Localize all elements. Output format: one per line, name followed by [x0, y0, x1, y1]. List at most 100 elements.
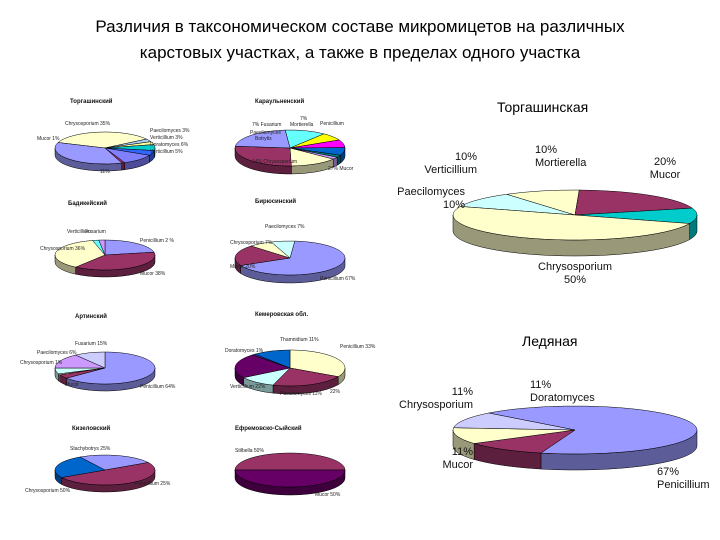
slice-label: Mucor 1% [37, 136, 60, 142]
slide-title-line2: карстовых участках, а также в пределах о… [139, 43, 581, 62]
pie-slice [74, 351, 106, 369]
slice-label: Penicillium 25% [135, 481, 171, 487]
pie-slice [574, 207, 698, 224]
slice-label: Paecilomyces 7% [265, 224, 305, 230]
slice-label: Paecilomyces [250, 130, 281, 136]
slice-label: Botrytis [255, 136, 272, 142]
pie-slice [239, 240, 346, 276]
slice-label: 10% [443, 199, 465, 211]
slice-label: 11% [530, 379, 551, 391]
pie-slice [54, 456, 106, 478]
pie-slice [234, 245, 291, 266]
pie-slice-side [121, 162, 125, 171]
pie-chart-6: Кизеловский Penicillium 25% Chrysosporium … [25, 425, 171, 494]
slice-label: Mucor [65, 382, 79, 388]
slice-label: Mortierella [535, 157, 587, 169]
pie-chart-7: Ефремовско-Сыйский Stilbella 50% Mucor 50% [234, 425, 346, 498]
pie-slice [506, 189, 580, 216]
slice-label: Mucor [650, 169, 681, 181]
slice-label: Penicillium 64% [140, 384, 176, 390]
pie-slice [234, 354, 291, 378]
pie-slice [272, 367, 339, 387]
pie-slice [453, 412, 576, 431]
pie-slice [57, 131, 148, 149]
slice-label: 7% [300, 116, 308, 122]
pie-title: Кизеловский [72, 425, 111, 432]
pie-slice [234, 129, 291, 149]
slice-label: 22% [330, 389, 341, 395]
pie-slice [54, 142, 123, 165]
pie-chart-1: Караульненский Penicillium 7%Mortierella 7%… [234, 98, 354, 175]
slice-label: Mucor 50% [315, 492, 341, 498]
slice-label: Paecilomyces [397, 186, 465, 198]
pie-title: Ефремовско-Сыйский [235, 425, 302, 432]
slice-label: 20% [654, 156, 676, 168]
pie-chart-4: Артинский Penicillium 64% Mucor Chrysospori… [20, 313, 176, 392]
slice-label: Mucor [442, 459, 473, 471]
slice-label: Doratomyces 1% [225, 348, 264, 354]
slice-label: Verticillium 5% [150, 149, 183, 155]
slice-label: Chrysosporium [538, 261, 612, 273]
slice-label: Penicillium 33% [340, 344, 376, 350]
slice-label: Verticillium [424, 164, 477, 176]
slice-label: 10% [455, 151, 477, 163]
pie-title: Бирюсинский [255, 198, 296, 205]
slice-label: Verticillium [67, 229, 91, 235]
slice-label: Mucor 38% [140, 271, 166, 277]
pie-chart-3: Бирюсинский Penicillium 67% Mucor 20% Chrys… [230, 198, 356, 284]
slice-label: 10% [535, 144, 557, 156]
pie-title: Артинский [75, 313, 107, 320]
slide-title: Различия в таксономическом составе микро… [0, 14, 720, 66]
slice-label: 11% [452, 446, 473, 458]
pie-slice [459, 194, 576, 216]
pie-slice [270, 240, 296, 259]
pie-slice [98, 239, 106, 256]
pie-title: Кемеровская обл. [255, 311, 308, 318]
pie-chart-9: Ледяная67%Penicillium11%Mucor11%Chrysosp… [399, 333, 710, 491]
slice-label: 14% Chrysosporium [252, 159, 297, 165]
pie-title: Торгашинская [497, 99, 588, 115]
pie-slice [289, 349, 346, 377]
slice-label: 11% [100, 169, 110, 175]
slice-label: Fusarium 15% [75, 341, 108, 347]
slice-label: Chrysosporium 36% [40, 246, 86, 252]
pie-title: Бадикейский [68, 200, 107, 207]
pie-slice [234, 145, 292, 167]
pie-chart-0: Торгашинский Chrysosporium 35% Paecilomyce… [37, 98, 190, 175]
pie-slice [79, 454, 150, 471]
slice-label: Chrysosporium 1% [20, 360, 63, 366]
pie-slice [234, 452, 346, 471]
pie-slice [60, 462, 156, 486]
slice-label: Paecilomyces 3% [150, 128, 190, 134]
slice-label: Stachybotrys 25% [70, 446, 111, 452]
pie-title: Караульненский [255, 98, 304, 105]
slice-label: Penicillium 67% [320, 276, 356, 282]
slice-label: Penicillium 2 % [140, 238, 174, 244]
pie-slice [574, 189, 693, 216]
slice-label: Chrysosporium 35% [65, 121, 111, 127]
slice-label: Verticillium 3% [150, 135, 183, 141]
slice-label: Penicillium [657, 479, 710, 491]
pie-slice [452, 206, 691, 241]
slide-title-line1: Различия в таксономическом составе микро… [95, 17, 625, 36]
pie-title: Торгашинский [70, 98, 113, 105]
pie-slice [104, 239, 155, 256]
pie-slice [74, 251, 156, 271]
slice-label: Thamnidium 11% [280, 337, 319, 343]
pie-slice [254, 349, 291, 369]
slice-label: Chrysosporium 50% [25, 488, 71, 494]
pie-slice [474, 429, 576, 454]
pie-slice [488, 405, 698, 455]
pie-title: Ледяная [522, 333, 578, 349]
pie-slice [65, 351, 156, 385]
slice-label: 50% [564, 274, 586, 286]
slice-label: Penicillium [320, 121, 344, 127]
slice-label: 67% [657, 466, 679, 478]
slice-label: 7% Fusarium [252, 122, 281, 128]
slice-label: Stilbella 50% [235, 448, 264, 454]
slice-label: Chrysosporium [399, 399, 473, 411]
pie-slice [234, 469, 346, 488]
slice-label: Chrysosporium 7% [230, 240, 273, 246]
slice-label: Doratomyces [530, 392, 595, 404]
